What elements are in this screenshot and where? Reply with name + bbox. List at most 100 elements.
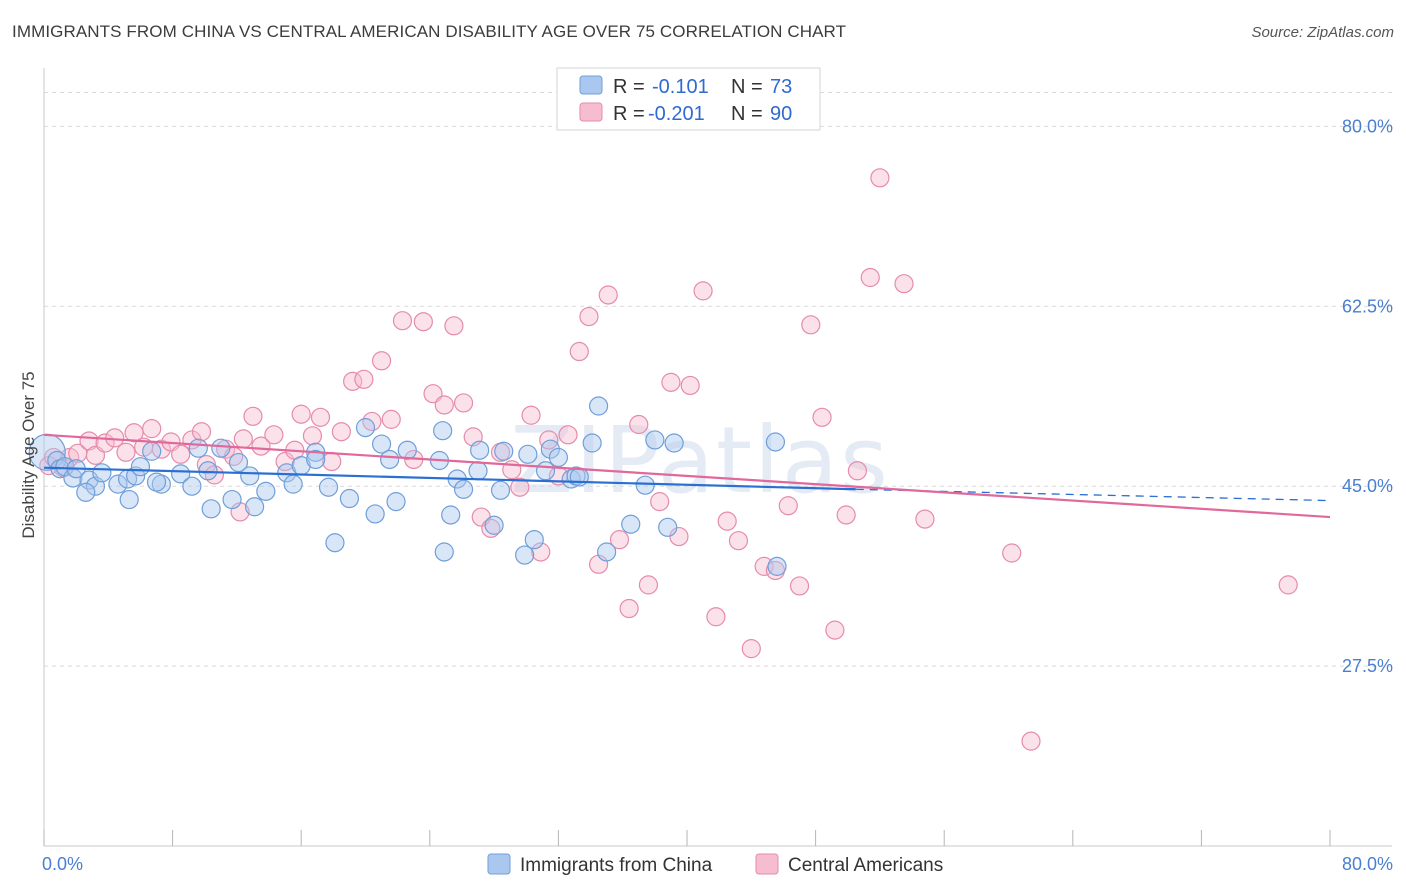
china-point xyxy=(664,433,684,453)
central-americans-point xyxy=(894,274,914,294)
y-tick-labels: 27.5% 45.0% 62.5% 80.0% xyxy=(1342,116,1393,676)
legend-n-value-1: 73 xyxy=(770,76,792,98)
legend-r-label-1: R = xyxy=(613,76,645,98)
china-point xyxy=(130,457,151,477)
china-point xyxy=(76,482,96,502)
china-point xyxy=(515,545,535,565)
central-americans-point xyxy=(331,422,351,442)
china-point xyxy=(325,533,345,553)
central-americans-point xyxy=(638,575,659,595)
central-americans-point xyxy=(812,407,832,427)
legend-series: Immigrants from China Central Americans xyxy=(487,853,943,876)
china-point xyxy=(588,396,609,416)
china-point xyxy=(171,464,191,484)
central-americans-point xyxy=(661,372,681,392)
x-tick-labels: 0.0% 80.0% xyxy=(42,854,1393,874)
china-point xyxy=(182,476,202,496)
china-point xyxy=(222,489,242,510)
central-americans-point xyxy=(354,369,374,389)
china-point xyxy=(441,505,461,525)
central-americans-point xyxy=(836,505,856,525)
china-point xyxy=(597,542,617,562)
central-americans-point xyxy=(569,341,589,362)
china-point xyxy=(635,475,655,495)
china-points xyxy=(28,396,787,576)
china-point xyxy=(540,439,560,459)
central-americans-point xyxy=(392,311,413,331)
china-point xyxy=(548,447,569,468)
chart-title: IMMIGRANTS FROM CHINA VS CENTRAL AMERICA… xyxy=(12,22,847,41)
legend-series-china: Immigrants from China xyxy=(520,855,713,876)
china-point xyxy=(433,421,453,441)
central-americans-point xyxy=(291,404,311,424)
central-americans-point xyxy=(1021,731,1041,751)
central-americans-point xyxy=(801,315,821,335)
y-tick-label: 27.5% xyxy=(1342,656,1393,676)
central-americans-point xyxy=(728,531,749,551)
china-point xyxy=(339,488,360,509)
y-tick-label: 80.0% xyxy=(1342,116,1393,136)
china-point xyxy=(211,438,231,458)
central-americans-point xyxy=(870,168,890,188)
central-americans-point xyxy=(171,444,191,464)
china-point xyxy=(318,477,339,497)
central-americans-point xyxy=(693,281,713,301)
china-point xyxy=(569,467,589,487)
central-americans-point xyxy=(1002,543,1022,563)
china-point xyxy=(645,430,665,450)
china-point xyxy=(765,432,786,452)
central-americans-point xyxy=(434,395,454,415)
china-point xyxy=(228,452,249,473)
axes xyxy=(43,68,1392,847)
legend-stats: R = -0.101 N = 73 R = -0.201 N = 90 xyxy=(556,67,821,131)
grid-lines xyxy=(44,91,1392,667)
china-point xyxy=(494,441,514,461)
china-point xyxy=(92,463,112,483)
central-americans-point xyxy=(151,439,171,459)
legend-n-label-1: N = xyxy=(731,76,763,98)
central-americans-point xyxy=(251,436,271,456)
china-point xyxy=(468,461,488,481)
legend-r-value-2: -0.201 xyxy=(648,103,705,125)
china-point xyxy=(490,480,511,500)
central-americans-point xyxy=(510,477,530,497)
china-point xyxy=(470,440,490,460)
china-point xyxy=(621,514,641,534)
central-americans-point xyxy=(825,620,845,640)
china-point xyxy=(119,489,139,510)
china-point xyxy=(244,497,265,517)
legend-swatch-central-bottom xyxy=(755,853,779,875)
central-americans-point xyxy=(915,509,935,529)
china-point xyxy=(524,530,544,550)
legend-r-value-1: -0.101 xyxy=(652,76,709,98)
central-americans-point xyxy=(598,285,618,305)
central-americans-point xyxy=(650,492,670,512)
china-trend-line xyxy=(43,466,856,491)
central-americans-point xyxy=(789,576,810,596)
china-point xyxy=(240,466,260,486)
central-americans-point xyxy=(778,496,798,516)
china-point xyxy=(198,461,218,481)
china-point xyxy=(518,444,538,464)
legend-swatch-central xyxy=(579,102,603,122)
china-point xyxy=(283,474,303,494)
china-point xyxy=(108,474,128,494)
central-americans-point xyxy=(124,423,144,443)
china-trend-extension xyxy=(855,488,1331,502)
central-americans-point xyxy=(233,429,253,449)
china-point xyxy=(658,517,678,537)
central-americans-point xyxy=(322,451,342,472)
central-americans-point xyxy=(531,542,551,562)
legend-swatch-china-bottom xyxy=(487,853,511,875)
central-americans-point xyxy=(680,375,700,396)
china-point xyxy=(188,438,208,458)
central-americans-point xyxy=(521,405,541,425)
central-americans-point xyxy=(381,409,401,429)
y-tick-label: 62.5% xyxy=(1342,296,1393,316)
china-point xyxy=(397,440,417,460)
china-point xyxy=(142,441,162,461)
central-americans-point xyxy=(619,598,639,619)
china-point xyxy=(371,434,392,454)
central-americans-point xyxy=(142,419,162,439)
